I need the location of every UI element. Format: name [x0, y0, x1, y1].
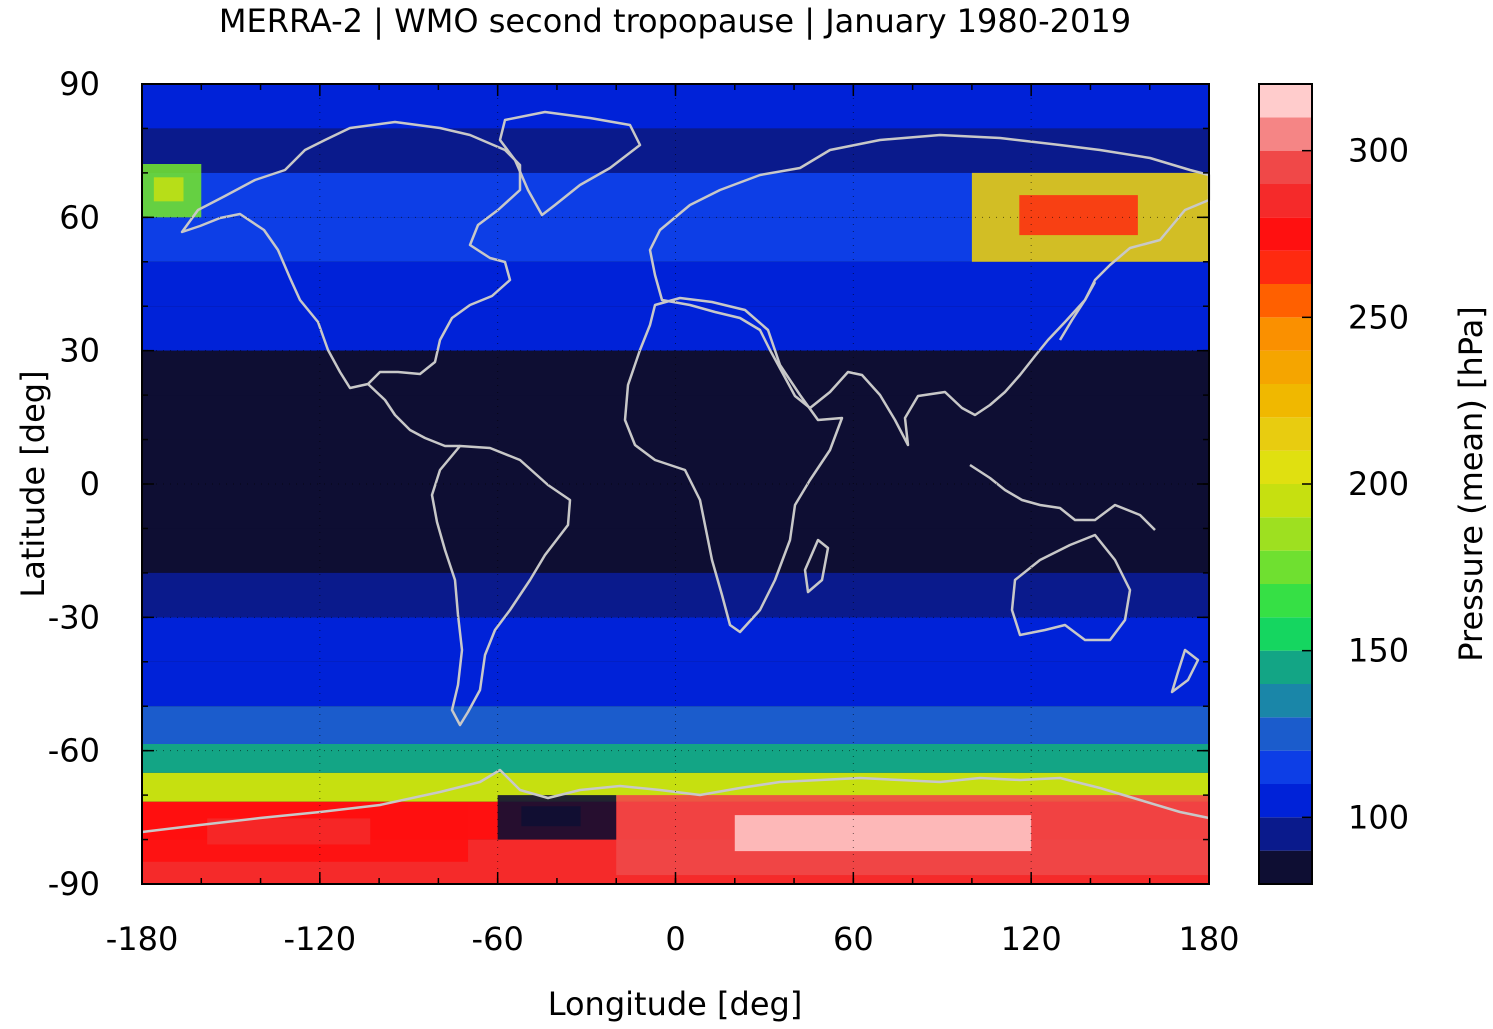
colorbar [1258, 83, 1313, 885]
colorbar-segment [1259, 550, 1312, 584]
colorbar-segment [1259, 717, 1312, 751]
coastline-central-america [367, 383, 460, 448]
coastline-greenland [498, 110, 642, 217]
colorbar-segment [1259, 650, 1312, 684]
x-tick-label: 120 [1001, 920, 1062, 958]
regional-feature [497, 795, 617, 840]
colorbar-tick-label: 150 [1348, 632, 1409, 670]
colorbar-segment [1259, 317, 1312, 351]
colorbar-segment [1259, 617, 1312, 651]
zonal-band [142, 617, 1209, 662]
y-tick-label: 0 [80, 465, 100, 503]
colorbar-segment [1259, 350, 1312, 384]
colorbar-segment [1259, 684, 1312, 718]
regional-feature-core [734, 815, 1032, 852]
colorbar-segment [1259, 750, 1312, 784]
coastline-madagascar [803, 538, 830, 594]
regional-feature-core [521, 806, 581, 827]
plot-frame [141, 83, 1210, 885]
grid-lines [142, 84, 1209, 884]
regional-feature [971, 172, 1209, 262]
y-tick-label: 30 [59, 332, 100, 370]
plot-area [141, 83, 1211, 885]
x-tick-labels: -180 -120 -60 0 60 120 180 [106, 920, 1240, 958]
zonal-band [142, 661, 1209, 707]
colorbar-segment [1259, 150, 1312, 184]
colorbar-segment [1259, 817, 1312, 851]
regional-feature-core [1019, 195, 1138, 236]
zonal-band [142, 395, 1209, 440]
zonal-band [142, 528, 1209, 573]
y-tick-label: 60 [59, 198, 100, 236]
regional-feature-core [153, 177, 184, 202]
colorbar-tick-label: 300 [1348, 132, 1409, 170]
colorbar-segment [1259, 450, 1312, 484]
zonal-band [142, 484, 1209, 529]
zonal-band [142, 306, 1209, 351]
y-tick-labels: 90 60 30 0 -30 -60 -90 [48, 65, 100, 903]
colorbar-segment [1259, 217, 1312, 251]
colorbar-segment [1259, 784, 1312, 818]
coastline-europe-asia [648, 133, 1211, 447]
colorbar-segment [1259, 517, 1312, 551]
x-tick-label: -60 [472, 920, 524, 958]
zonal-band [142, 744, 1209, 773]
colorbar-segment [1259, 117, 1312, 151]
regional-feature [142, 164, 202, 218]
colorbar-tick-label: 250 [1348, 298, 1409, 336]
y-tick-label: -30 [48, 598, 100, 636]
colorbar-segment [1259, 417, 1312, 451]
colorbar-segment [1259, 850, 1312, 884]
zonal-band [142, 706, 1209, 744]
colorbar-segment [1259, 84, 1312, 118]
colorbar-tick-label: 100 [1348, 798, 1409, 836]
colorbar-segment [1259, 584, 1312, 618]
colorbar-title: Pressure (mean) [hPa] [1452, 306, 1490, 661]
coastline-indonesia [969, 463, 1156, 531]
coastline-australia [1010, 533, 1132, 642]
colorbar-tick-label: 200 [1348, 465, 1409, 503]
coastline-new-zealand [1170, 648, 1200, 694]
chart-title: MERRA-2 | WMO second tropopause | Januar… [219, 2, 1131, 40]
x-tick-label: -120 [284, 920, 357, 958]
x-tick-label: 60 [833, 920, 874, 958]
y-tick-label: -90 [48, 865, 100, 903]
zonal-band [142, 350, 1209, 396]
colorbar-segment [1259, 284, 1312, 318]
coastline-japan [1058, 281, 1097, 341]
x-axis-title: Longitude [deg] [548, 985, 803, 1023]
regional-feature-core [207, 818, 371, 845]
x-tick-label: 180 [1178, 920, 1239, 958]
colorbar-segment [1259, 484, 1312, 518]
y-tick-label: 90 [59, 65, 100, 103]
coastline-south-america [430, 444, 572, 727]
y-tick-label: -60 [48, 732, 100, 770]
coastline-africa [623, 296, 844, 634]
colorbar-segment [1259, 184, 1312, 218]
colorbar-segment [1259, 384, 1312, 418]
zonal-band [142, 128, 1209, 173]
y-axis-title: Latitude [deg] [14, 370, 52, 597]
colorbar-segment [1259, 250, 1312, 284]
regional-feature [616, 795, 1209, 876]
x-tick-label: -180 [106, 920, 179, 958]
coastline-north-america [180, 120, 522, 390]
colorbar-tick-labels: 100 150 200 250 300 [1348, 132, 1409, 837]
x-tick-label: 0 [665, 920, 685, 958]
coastlines [141, 110, 1211, 834]
zonal-band [142, 439, 1209, 484]
coastline-antarctica [141, 768, 1210, 834]
